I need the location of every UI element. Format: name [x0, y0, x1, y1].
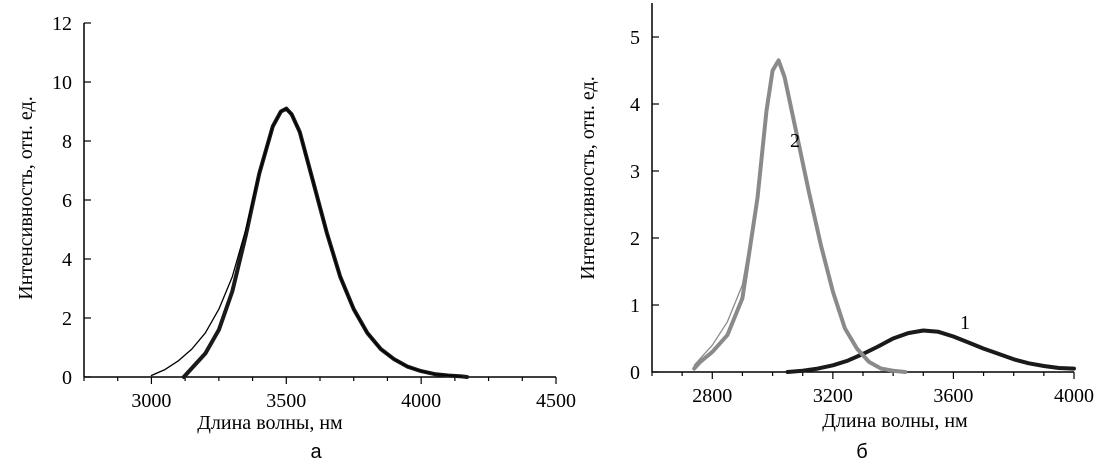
chart-a-y-tick-label: 0 — [62, 367, 72, 389]
chart-b-y-tick-label: 4 — [630, 94, 640, 116]
chart-b-series-2-label: 2 — [790, 130, 800, 152]
chart-a-y-tick-label: 4 — [62, 249, 72, 271]
chart-a-series-2-line — [150, 107, 463, 378]
chart-b-series-1-line — [785, 328, 1076, 374]
chart-a-xlabel: Длина волны, нм — [197, 412, 343, 434]
chart-b-tick-labels: 0 1 2 3 4 5 2800 3200 3600 4000 — [630, 27, 1094, 407]
chart-b-x-tick-label: 3600 — [933, 385, 973, 407]
chart-a-y-tick-label: 12 — [52, 13, 72, 35]
chart-a-x-tick-label: 4000 — [401, 390, 441, 412]
chart-b-panel-label: б — [856, 441, 867, 463]
chart-b-axes — [651, 3, 1075, 379]
chart-b-y-tick-label: 3 — [630, 161, 640, 183]
chart-b-y-tick-label: 0 — [630, 362, 640, 384]
chart-b-ylabel: Интенсивность, отн. ед. — [577, 76, 599, 279]
chart-b-series-2-line — [692, 58, 908, 374]
chart-b-xlabel: Длина волны, нм — [822, 410, 968, 432]
chart-a-x-tick-label: 3000 — [131, 390, 171, 412]
chart-a-panel-label: а — [310, 441, 322, 463]
chart-b-series-1-label: 1 — [960, 312, 970, 334]
chart-b-series — [692, 58, 1076, 374]
chart-a-ylabel: Интенсивность, отн. ед. — [15, 96, 37, 299]
chart-a-y-tick-label: 10 — [52, 72, 72, 94]
chart-a-y-tick-label: 8 — [62, 131, 72, 153]
chart-panel-a: 0 2 4 6 8 10 12 3000 3500 4000 4500 Длина волны, н… — [15, 13, 576, 463]
chart-a-y-tick-label: 6 — [62, 190, 72, 212]
chart-b-y-tick-label: 2 — [630, 228, 640, 250]
chart-a-tick-labels: 0 2 4 6 8 10 12 3000 3500 4000 4500 — [52, 13, 576, 412]
chart-b-y-tick-label: 1 — [630, 295, 640, 317]
chart-a-series-1-line — [181, 106, 469, 379]
chart-panel-b: 0 1 2 3 4 5 2800 3200 3600 4000 Длина волны, нм И… — [577, 3, 1094, 463]
chart-a-x-tick-label: 3500 — [266, 390, 306, 412]
chart-a-x-tick-label: 4500 — [536, 390, 576, 412]
chart-a-series — [150, 106, 469, 379]
chart-b-x-tick-label: 3200 — [813, 385, 853, 407]
chart-b-x-tick-label: 2800 — [692, 385, 732, 407]
chart-b-x-tick-label: 4000 — [1054, 385, 1094, 407]
chart-b-y-tick-label: 5 — [630, 27, 640, 49]
chart-b-series-3-line — [693, 197, 759, 366]
chart-a-y-tick-label: 2 — [62, 308, 72, 330]
chart-a-axes — [83, 22, 557, 384]
